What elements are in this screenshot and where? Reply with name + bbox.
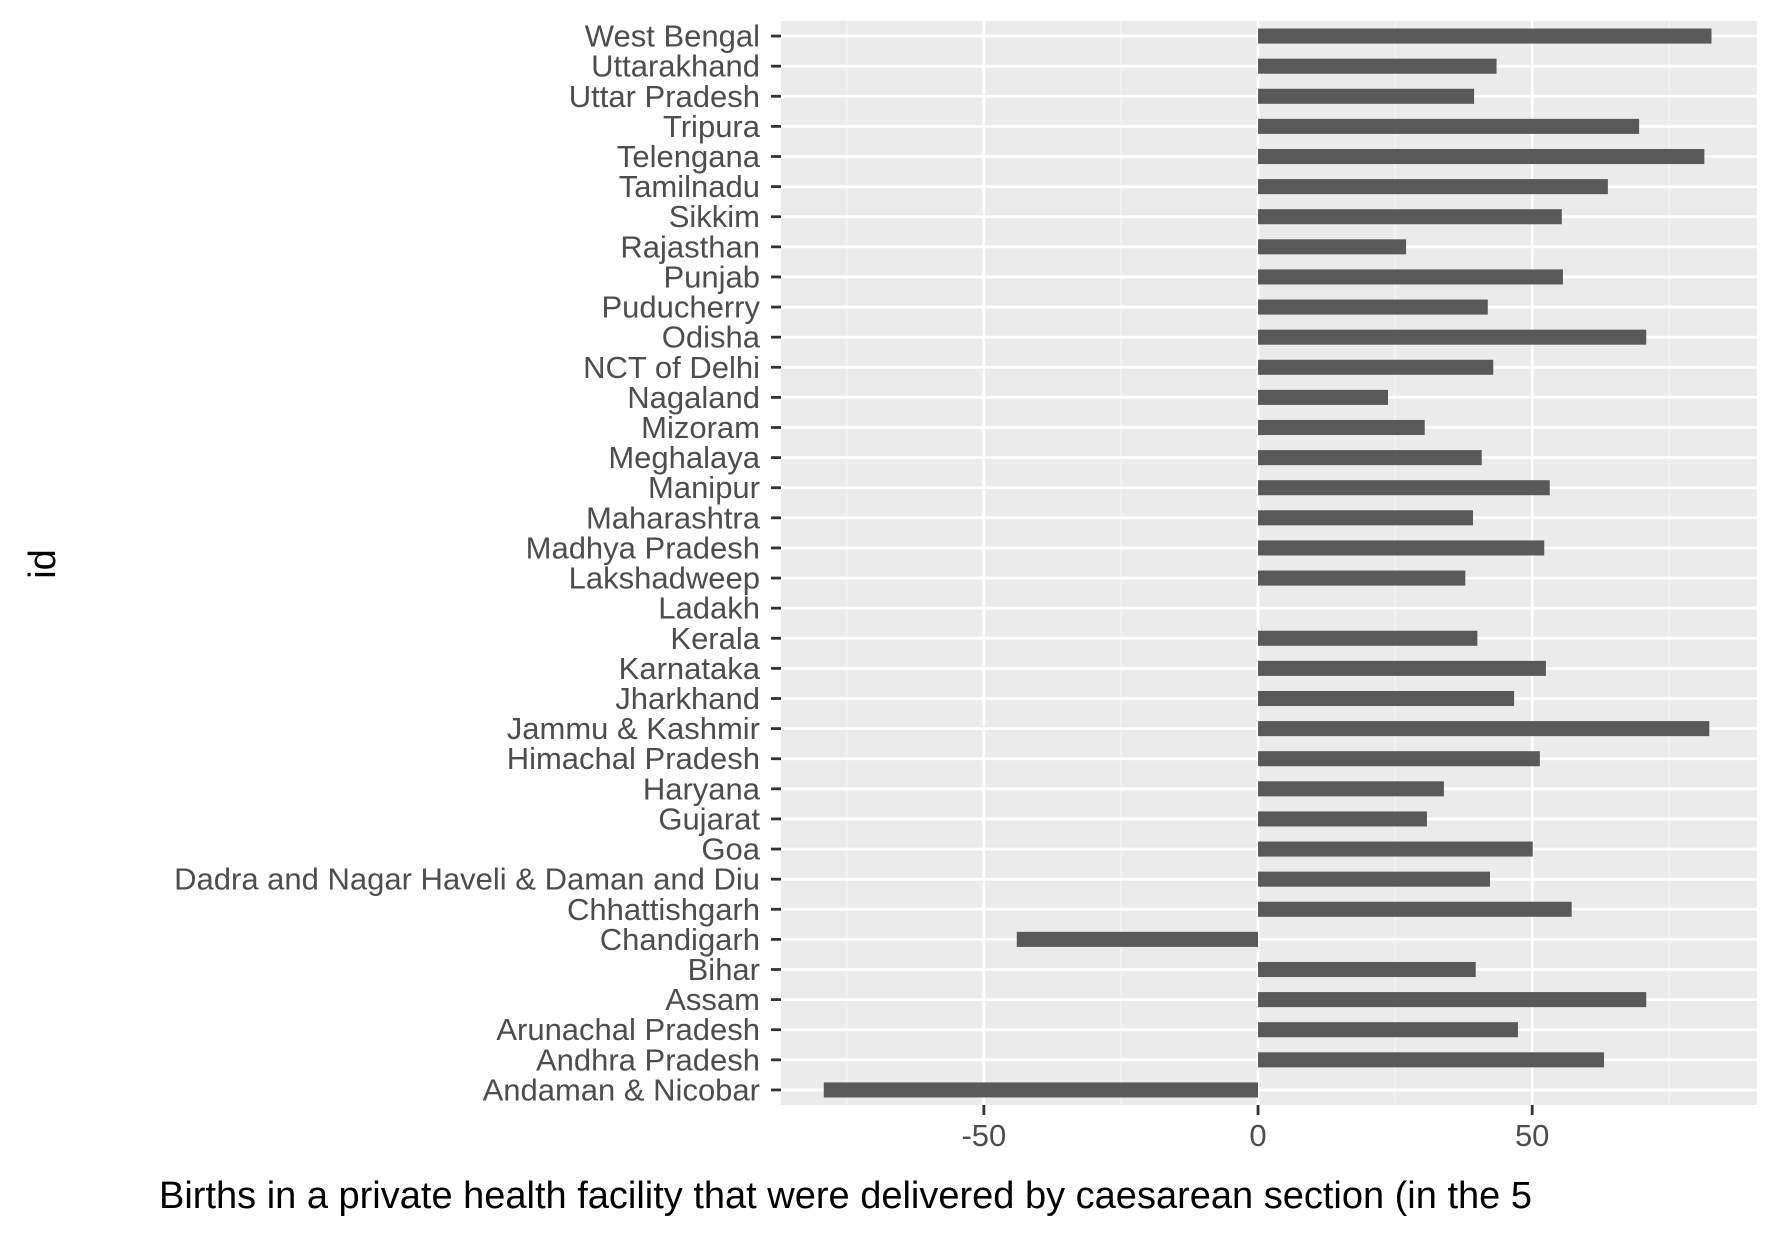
y-tick-label: Gujarat [658, 801, 760, 836]
y-tick-label: Arunachal Pradesh [496, 1012, 760, 1047]
y-tick-label: Nagaland [627, 380, 760, 415]
bar [1258, 148, 1705, 165]
y-tick-label: Ladakh [658, 591, 760, 626]
bar [1258, 419, 1425, 436]
bar [1258, 630, 1478, 646]
y-tick-label: Bihar [688, 952, 760, 987]
y-tick-label: Chhattishgarh [567, 892, 760, 927]
bar [1258, 781, 1444, 797]
bar [1258, 480, 1550, 496]
y-tick-label: Dadra and Nagar Haveli & Daman and Diu [174, 862, 760, 897]
y-tick-label: Haryana [643, 771, 761, 806]
x-axis-title: Births in a private health facility that… [159, 1175, 1532, 1217]
bar [1258, 58, 1497, 74]
x-tick-label: -50 [961, 1118, 1006, 1153]
bar [1258, 209, 1562, 225]
bar [1258, 359, 1494, 375]
y-tick-label: Jharkhand [615, 681, 760, 716]
y-tick-label: West Bengal [585, 19, 760, 54]
bar [1258, 1022, 1518, 1038]
bar [1258, 721, 1710, 737]
y-tick-label: Puducherry [601, 290, 760, 325]
bar [1258, 28, 1712, 44]
y-tick-label: Punjab [663, 259, 760, 294]
bar [1258, 118, 1640, 134]
y-tick-label: Himachal Pradesh [507, 741, 760, 776]
bar [1258, 450, 1482, 466]
y-tick-label: Rajasthan [620, 229, 760, 264]
y-tick-label: Assam [665, 982, 760, 1017]
bar [823, 1082, 1259, 1098]
x-tick-label: 50 [1515, 1118, 1549, 1153]
y-tick-label: Kerala [670, 621, 760, 656]
y-tick-label: Sikkim [669, 199, 760, 234]
y-tick-label: Uttar Pradesh [569, 79, 760, 114]
y-tick-label: Mizoram [641, 410, 760, 445]
y-tick-label: Meghalaya [608, 440, 760, 475]
y-tick-label: Chandigarh [600, 922, 760, 957]
bar [1258, 811, 1427, 827]
y-tick-label: Maharashtra [586, 500, 761, 535]
y-tick-label: Telengana [617, 139, 761, 174]
y-tick-label: Andhra Pradesh [536, 1042, 760, 1077]
y-tick-label: Madhya Pradesh [526, 530, 760, 565]
bar [1258, 1052, 1605, 1068]
bar [1258, 329, 1647, 345]
bar [1258, 179, 1608, 195]
bar [1258, 901, 1572, 917]
y-tick-label: Tripura [663, 109, 761, 144]
bar [1258, 992, 1647, 1008]
y-tick-label: Karnataka [619, 651, 761, 686]
y-axis-title: id [22, 549, 64, 579]
bar [1258, 239, 1407, 255]
bar [1258, 751, 1540, 767]
bar [1016, 931, 1259, 947]
bar [1258, 299, 1488, 315]
x-tick-label: 0 [1249, 1118, 1266, 1153]
x-axis: -50 0 50 [961, 1105, 1549, 1153]
bar [1258, 871, 1490, 887]
bar [1258, 269, 1563, 285]
bars [823, 28, 1712, 1098]
bar [1258, 540, 1545, 556]
y-tick-label: Andaman & Nicobar [483, 1072, 760, 1107]
bar [1258, 660, 1546, 676]
y-tick-label: NCT of Delhi [583, 350, 760, 385]
bar [1258, 389, 1388, 405]
grid-minor [846, 21, 1670, 1105]
y-tick-label: Goa [701, 832, 760, 867]
y-tick-label: Uttarakhand [591, 49, 760, 84]
y-tick-label: Jammu & Kashmir [507, 711, 760, 746]
bar [1258, 570, 1466, 586]
y-tick-label: Manipur [648, 470, 760, 505]
bar [1258, 88, 1475, 104]
y-tick-label: Tamilnadu [619, 169, 760, 204]
bar [1258, 961, 1476, 978]
y-tick-label: Odisha [662, 320, 761, 355]
panel-background [781, 21, 1757, 1105]
bar [1258, 690, 1515, 707]
y-tick-label: Lakshadweep [569, 561, 760, 596]
bar [1258, 841, 1533, 857]
bar [1258, 510, 1473, 526]
